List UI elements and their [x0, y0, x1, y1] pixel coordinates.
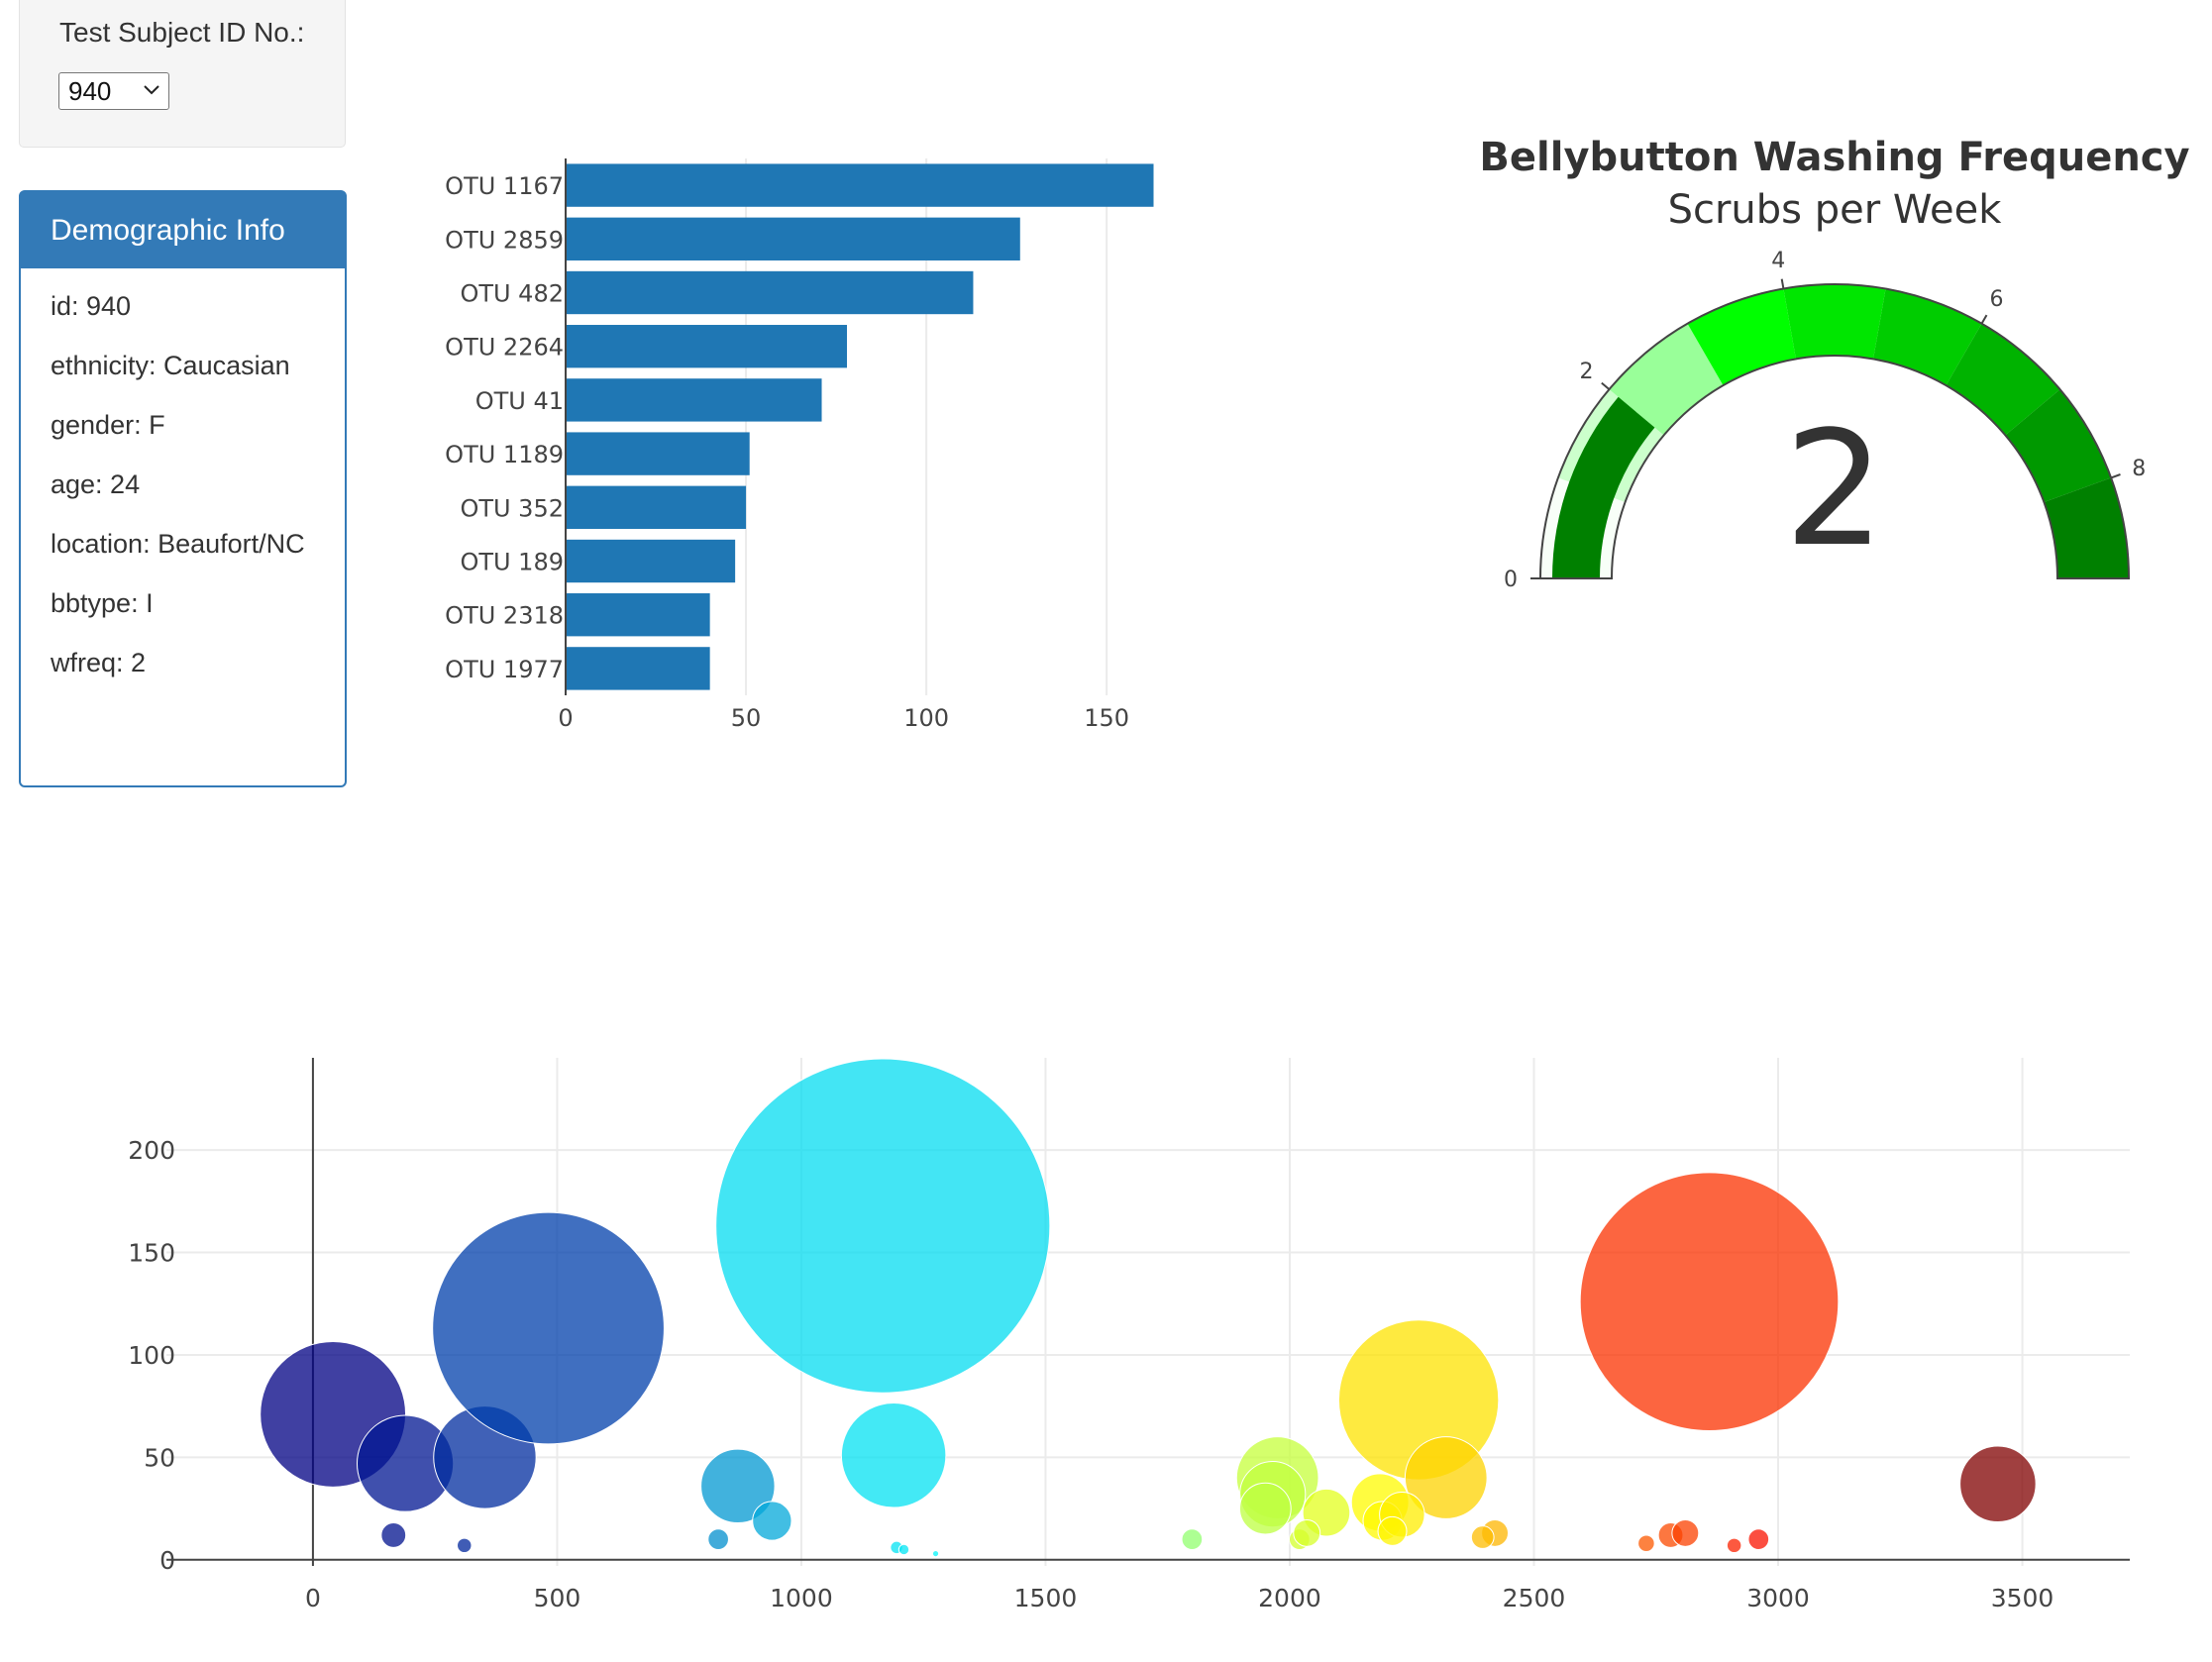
bar-category-label: OTU 1189 — [445, 441, 564, 468]
bubble-point — [897, 1543, 910, 1556]
gauge-step — [1946, 323, 2060, 436]
bubble-x-tick-label: 1500 — [1014, 1584, 1078, 1612]
gauge-tick-label: 0 — [1504, 568, 1518, 592]
bar-x-tick-label: 50 — [731, 704, 762, 732]
bubble-point — [1747, 1528, 1770, 1550]
gauge-value-number: 2 — [1784, 396, 1885, 581]
bubble-point — [707, 1528, 729, 1550]
meta-wfreq: wfreq: 2 — [51, 648, 147, 677]
bubble-x-tick-label: 3000 — [1746, 1584, 1810, 1612]
bar-category-label: OTU 2264 — [445, 334, 564, 362]
bubble-point — [700, 1448, 776, 1524]
bubble-point — [1181, 1528, 1204, 1550]
meta-bbtype: bbtype: I — [51, 588, 154, 618]
bubble-point — [1579, 1172, 1840, 1431]
bubble-point — [1377, 1515, 1408, 1546]
bar — [566, 432, 750, 475]
bubble-point — [432, 1211, 665, 1445]
gauge-step — [2044, 477, 2129, 578]
bubble-point — [715, 1058, 1051, 1394]
bubble-point — [1470, 1525, 1495, 1549]
bubble-x-tick-label: 2000 — [1258, 1584, 1321, 1612]
gauge-value-bar — [1552, 396, 1655, 578]
gauge-tick — [1780, 278, 1785, 289]
gauge-outline — [1538, 283, 2131, 579]
bubble-x-tick-label: 1000 — [770, 1584, 833, 1612]
bar-category-label: OTU 482 — [460, 280, 564, 308]
bar — [566, 217, 1020, 260]
bar — [566, 378, 822, 422]
bar-category-label: OTU 1167 — [445, 172, 564, 200]
bubble-point — [457, 1537, 473, 1554]
meta-ethnicity: ethnicity: Caucasian — [51, 351, 290, 380]
bubble-point — [380, 1522, 407, 1548]
bar-category-label: OTU 189 — [460, 549, 564, 576]
bar-x-tick-label: 150 — [1084, 704, 1129, 732]
gauge-step — [1687, 288, 1796, 386]
gauge-step — [1873, 288, 1982, 386]
bar-chart: 0 50 100 150 OTU 1167 OTU 2859 OTU 482 OTU 2264… — [445, 158, 1154, 732]
bubble-point — [1404, 1436, 1488, 1519]
bar-category-label: OTU 2318 — [445, 602, 564, 630]
bar — [566, 485, 747, 529]
meta-id: id: 940 — [51, 291, 132, 321]
bubble-point — [931, 1549, 940, 1558]
bar-category-label: OTU 1977 — [445, 656, 564, 683]
subject-id-dropdown[interactable]: 940 — [58, 72, 169, 110]
bubble-point — [1238, 1482, 1292, 1535]
bar — [566, 539, 736, 583]
bubble-x-tick-label: 500 — [534, 1584, 581, 1612]
bubble-x-tick-label: 3500 — [1991, 1584, 2054, 1612]
bubble-point — [1293, 1518, 1321, 1547]
gauge-tick-label: 2 — [1580, 360, 1594, 384]
subject-id-value: 940 — [68, 76, 112, 106]
bar — [566, 593, 710, 637]
gauge-chart: Bellybutton Washing Frequency Scrubs per … — [1479, 135, 2189, 592]
bubble-point — [840, 1402, 947, 1508]
gauge-tick-label: 6 — [1990, 287, 2004, 312]
gauge-step — [1609, 323, 1724, 436]
bar — [566, 163, 1154, 207]
bar — [566, 325, 848, 368]
gauge-title: Bellybutton Washing Frequency — [1479, 135, 2189, 180]
bubble-point — [1671, 1518, 1700, 1547]
gauge-step — [1783, 283, 1886, 360]
bubble-point — [1959, 1445, 2037, 1523]
bar — [566, 647, 710, 690]
meta-gender: gender: F — [51, 410, 165, 440]
bar-x-tick-label: 0 — [558, 704, 573, 732]
meta-age: age: 24 — [51, 469, 141, 499]
gauge-tick — [1601, 381, 1611, 390]
gauge-subtitle: Scrubs per Week — [1668, 187, 2003, 233]
bar-x-tick-label: 100 — [903, 704, 949, 732]
bar-category-label: OTU 41 — [475, 387, 564, 415]
gauge-tick — [1980, 314, 1988, 325]
gauge-tick-label: 4 — [1771, 249, 1785, 273]
selector-label: Test Subject ID No.: — [59, 17, 305, 48]
bubble-point — [752, 1501, 792, 1541]
bubble-y-tick-label: 100 — [128, 1341, 175, 1370]
gauge-tick-label: 8 — [2132, 457, 2146, 481]
bubble-y-tick-label: 150 — [128, 1239, 175, 1268]
bubble-point — [1726, 1537, 1742, 1554]
demographic-panel-title: Demographic Info — [21, 192, 345, 268]
bubble-y-tick-label: 200 — [128, 1136, 175, 1165]
chevron-down-icon — [144, 85, 159, 95]
demographic-panel-body: id: 940 ethnicity: Caucasian gender: F a… — [21, 268, 345, 682]
bar-category-label: OTU 352 — [460, 494, 564, 522]
bubble-x-tick-label: 2500 — [1503, 1584, 1566, 1612]
bar — [566, 270, 974, 315]
demographic-panel: Demographic Info id: 940 ethnicity: Cauc… — [19, 190, 347, 787]
bubble-point — [1637, 1534, 1655, 1553]
bubble-x-tick-label: 0 — [305, 1584, 321, 1612]
meta-location: location: Beaufort/NC — [51, 529, 305, 559]
gauge-tick — [2110, 473, 2121, 479]
bubble-y-tick-label: 50 — [144, 1443, 175, 1472]
selector-well: Test Subject ID No.: 940 — [19, 0, 346, 148]
bar-category-label: OTU 2859 — [445, 226, 564, 254]
